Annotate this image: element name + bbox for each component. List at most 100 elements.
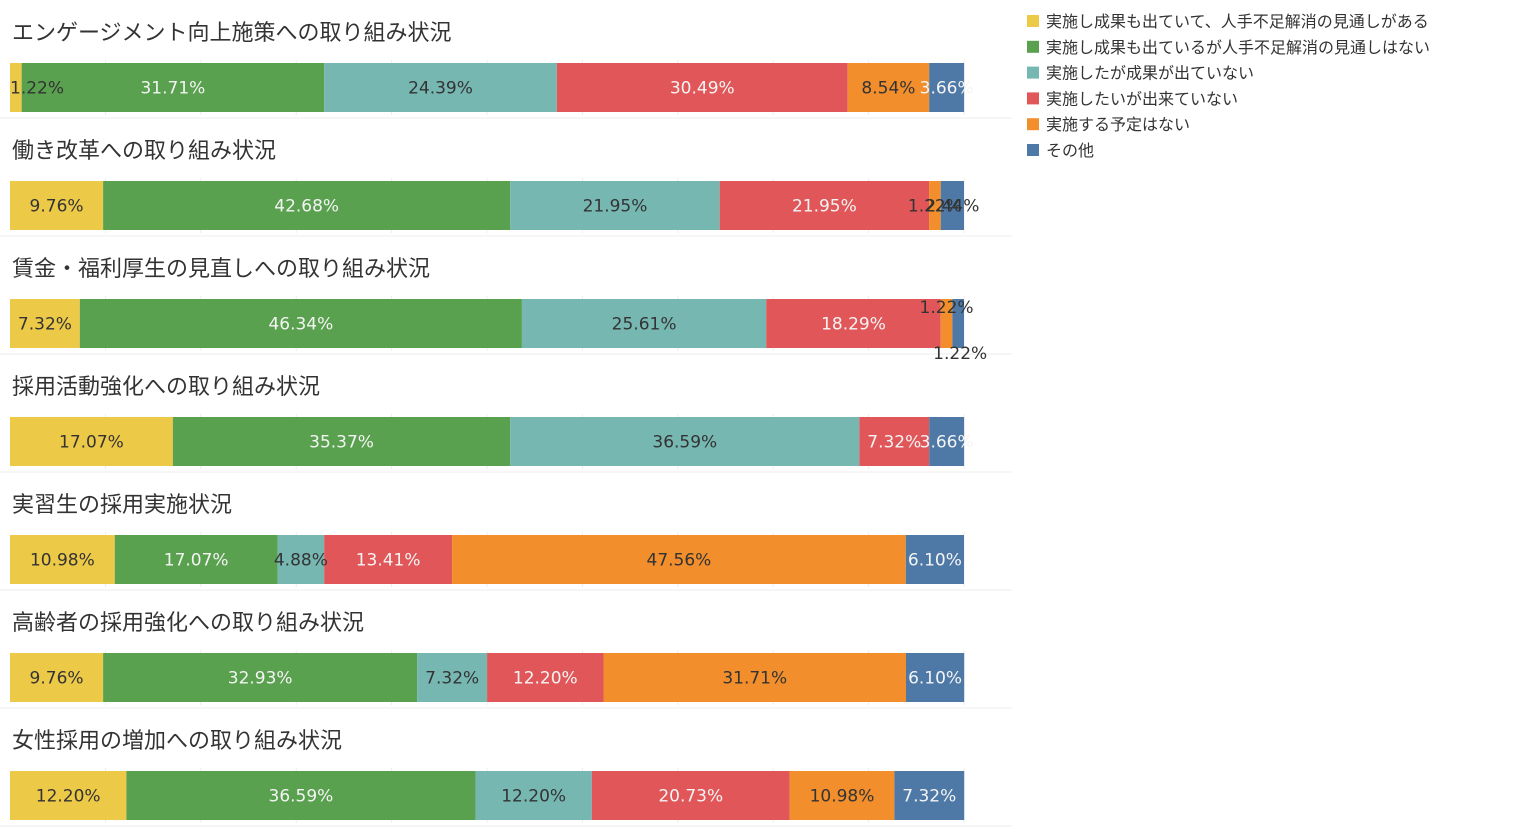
bar-segment bbox=[475, 771, 592, 820]
chart-title: 採用活動強化への取り組み状況 bbox=[12, 375, 320, 400]
data-label: 1.22% bbox=[933, 344, 987, 364]
data-label: 7.32% bbox=[902, 787, 956, 807]
bar-segment bbox=[103, 653, 418, 702]
legend-label: 実施したが成果が出ていない bbox=[1046, 64, 1254, 83]
bar-segment bbox=[719, 181, 930, 230]
bar-segment bbox=[556, 63, 848, 112]
bar-segment bbox=[10, 181, 104, 230]
bar-segment bbox=[766, 299, 941, 348]
data-label: 9.76% bbox=[30, 669, 84, 689]
data-label: 8.54% bbox=[861, 79, 915, 99]
data-label: 31.71% bbox=[722, 669, 787, 689]
chart-row: 高齢者の採用強化への取り組み状況 9.76% 32.93% 7.32% 12.20% 31… bbox=[0, 611, 1012, 709]
legend: 実施し成果も出ていて、人手不足解消の見通しがある実施し成果も出ているが人手不足解… bbox=[1027, 12, 1430, 160]
legend-swatch bbox=[1027, 92, 1039, 105]
data-label: 31.71% bbox=[140, 79, 205, 99]
data-label: 3.66% bbox=[920, 433, 974, 453]
bar-segment bbox=[172, 417, 511, 466]
bar-segment bbox=[905, 535, 964, 584]
bar-segment bbox=[952, 299, 964, 348]
bar-segment bbox=[940, 181, 964, 230]
legend-label: その他 bbox=[1046, 141, 1094, 160]
bar-segment bbox=[21, 63, 325, 112]
bar-segment bbox=[521, 299, 767, 348]
bar-segment bbox=[324, 535, 453, 584]
legend-swatch bbox=[1027, 144, 1039, 156]
data-label: 32.93% bbox=[228, 669, 293, 689]
bar-segment bbox=[324, 63, 557, 112]
data-label: 20.73% bbox=[658, 787, 723, 807]
data-label: 7.32% bbox=[18, 315, 72, 335]
chart-title: 働き改革への取り組み状況 bbox=[12, 139, 276, 164]
bar-segment bbox=[10, 653, 104, 702]
legend-label: 実施し成果も出ていて、人手不足解消の見通しがある bbox=[1046, 12, 1429, 31]
chart-row: 実習生の採用実施状況 10.98% 17.07% 4.88% 13.41% 47.56% 6… bbox=[0, 493, 1012, 591]
data-label: 12.20% bbox=[36, 787, 101, 807]
bar-segment bbox=[510, 417, 860, 466]
bar-segment bbox=[10, 417, 173, 466]
data-label: 30.49% bbox=[670, 79, 735, 99]
bar-segment bbox=[510, 181, 720, 230]
legend-swatch bbox=[1027, 15, 1039, 27]
chart-row: 賃金・福利厚生の見直しへの取り組み状況 7.32% 46.34% 25.61% 18.2… bbox=[0, 257, 1012, 364]
data-label: 24.39% bbox=[408, 79, 473, 99]
bar-segment bbox=[10, 299, 80, 348]
bar-segment bbox=[10, 535, 115, 584]
data-label: 10.98% bbox=[30, 551, 95, 571]
bar-segment bbox=[10, 63, 22, 112]
legend-label: 実施したいが出来ていない bbox=[1046, 89, 1238, 108]
legend-swatch bbox=[1027, 66, 1039, 79]
data-label: 46.34% bbox=[268, 315, 333, 335]
chart-title: 女性採用の増加への取り組み状況 bbox=[12, 729, 342, 754]
bar-segment bbox=[929, 181, 941, 230]
data-label: 6.10% bbox=[908, 551, 962, 571]
data-label: 4.88% bbox=[274, 551, 328, 571]
data-label: 21.95% bbox=[792, 197, 857, 217]
legend-swatch bbox=[1027, 118, 1039, 131]
chart-title: 高齢者の採用強化への取り組み状況 bbox=[12, 611, 364, 636]
bar-segment bbox=[103, 181, 511, 230]
bar-segment bbox=[847, 63, 930, 112]
chart-row: 採用活動強化への取り組み状況 17.07% 35.37% 36.59% 7.32%3.6… bbox=[0, 375, 1012, 473]
chart-row: エンゲージメント向上施策への取り組み状況 1.22% 31.71% 24.39% 30.… bbox=[0, 21, 1012, 119]
bar-segment bbox=[10, 771, 127, 820]
data-label: 1.22% bbox=[920, 298, 974, 318]
data-label: 42.68% bbox=[274, 197, 339, 217]
bar-segment bbox=[929, 417, 965, 466]
bar-segment bbox=[591, 771, 790, 820]
data-label: 6.10% bbox=[908, 669, 962, 689]
data-label: 47.56% bbox=[647, 551, 712, 571]
bar-segment bbox=[79, 299, 522, 348]
data-label: 12.20% bbox=[513, 669, 578, 689]
bar-segment bbox=[940, 299, 953, 348]
chart-row: 働き改革への取り組み状況 9.76% 42.68% 21.95% 21.95% 1.22%… bbox=[0, 139, 1012, 237]
data-label: 9.76% bbox=[30, 197, 84, 217]
legend-label: 実施する予定はない bbox=[1046, 115, 1190, 134]
legend-label: 実施し成果も出ているが人手不足解消の見通しはない bbox=[1046, 38, 1430, 57]
data-label: 1.22% bbox=[10, 79, 64, 99]
bar-segment bbox=[603, 653, 906, 702]
data-label: 25.61% bbox=[612, 315, 677, 335]
data-label: 21.95% bbox=[583, 197, 648, 217]
data-label: 7.32% bbox=[867, 433, 921, 453]
data-label: 36.59% bbox=[652, 433, 717, 453]
bar-segment bbox=[929, 63, 965, 112]
bar-segment bbox=[126, 771, 476, 820]
chart-title: エンゲージメント向上施策への取り組み状況 bbox=[12, 21, 452, 46]
bar-segment bbox=[114, 535, 278, 584]
bar-segment bbox=[417, 653, 488, 702]
bar-segment bbox=[277, 535, 325, 584]
bar-segment bbox=[789, 771, 895, 820]
data-label: 13.41% bbox=[356, 551, 421, 571]
bar-segment bbox=[894, 771, 965, 820]
chart-title: 賃金・福利厚生の見直しへの取り組み状況 bbox=[12, 257, 430, 282]
bar-segment bbox=[859, 417, 930, 466]
data-label: 36.59% bbox=[269, 787, 334, 807]
data-label: 35.37% bbox=[309, 433, 374, 453]
data-label: 12.20% bbox=[501, 787, 566, 807]
chart-title: 実習生の採用実施状況 bbox=[12, 493, 232, 518]
data-label: 10.98% bbox=[810, 787, 875, 807]
bar-segment bbox=[487, 653, 604, 702]
data-label: 7.32% bbox=[425, 669, 479, 689]
